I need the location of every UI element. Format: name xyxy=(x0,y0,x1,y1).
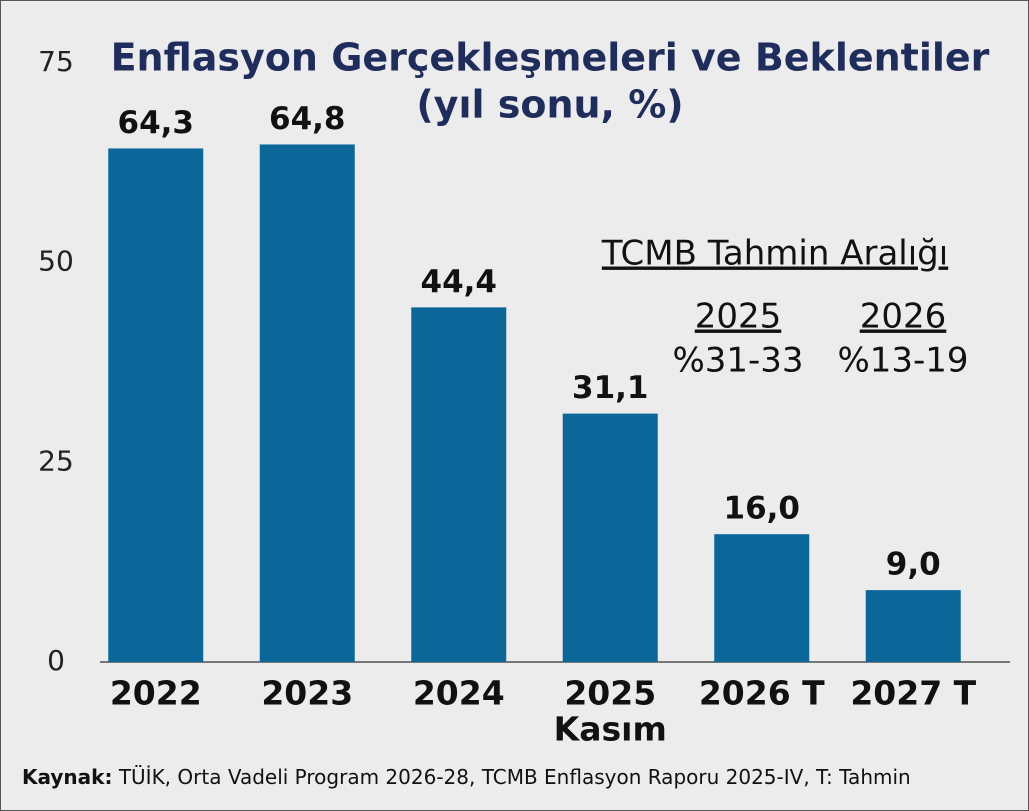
forecast-title: TCMB Tahmin Aralığı xyxy=(601,234,948,274)
y-tick-label: 0 xyxy=(47,644,65,677)
source-text: TÜİK, Orta Vadeli Program 2026-28, TCMB … xyxy=(118,765,911,789)
x-tick-label: 2024 xyxy=(413,674,505,713)
x-tick-label: 2025 xyxy=(564,674,656,713)
source-label: Kaynak: xyxy=(22,765,112,789)
bar xyxy=(865,590,961,662)
x-tick-label: 2026 T xyxy=(699,674,825,713)
chart-title: Enflasyon Gerçekleşmeleri ve Beklentiler xyxy=(111,36,990,80)
value-label: 16,0 xyxy=(724,491,801,527)
forecast-year: 2026 xyxy=(860,297,947,337)
forecast-range: %31-33 xyxy=(672,341,803,381)
value-label: 64,8 xyxy=(269,101,346,137)
forecast-year: 2025 xyxy=(695,297,782,337)
value-label: 31,1 xyxy=(572,370,649,406)
value-label: 44,4 xyxy=(421,264,498,300)
x-tick-label: 2027 T xyxy=(850,674,976,713)
x-tick-label: 2022 xyxy=(110,674,202,713)
y-tick-label: 50 xyxy=(38,245,74,278)
source: Kaynak: TÜİK, Orta Vadeli Program 2026-2… xyxy=(22,765,911,789)
y-tick-label: 75 xyxy=(38,45,74,78)
forecast-range: %13-19 xyxy=(837,341,968,381)
x-tick-label: 2023 xyxy=(261,674,353,713)
x-tick-note: Kasım xyxy=(554,710,667,749)
bar xyxy=(411,307,507,662)
chart-subtitle: (yıl sonu, %) xyxy=(416,83,683,127)
bar xyxy=(108,148,204,662)
bar xyxy=(562,413,658,662)
value-label: 9,0 xyxy=(886,547,941,583)
bar xyxy=(714,534,810,662)
value-label: 64,3 xyxy=(118,105,195,141)
y-tick-label: 25 xyxy=(38,444,74,477)
bar xyxy=(259,144,355,663)
